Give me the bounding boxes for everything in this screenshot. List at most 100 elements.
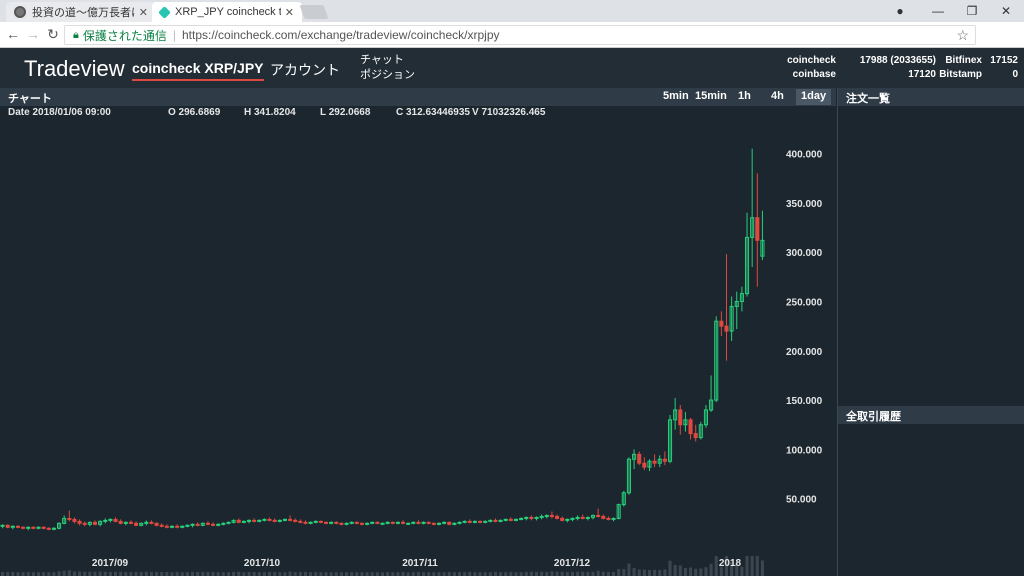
- candle[interactable]: [359, 522, 365, 526]
- new-tab-button[interactable]: [299, 5, 329, 19]
- pair-selector[interactable]: coincheck XRP/JPY: [132, 60, 264, 81]
- reload-icon[interactable]: ↻: [47, 26, 59, 42]
- candle[interactable]: [241, 520, 246, 524]
- candle[interactable]: [498, 519, 503, 523]
- candle[interactable]: [262, 518, 267, 522]
- candle[interactable]: [72, 517, 77, 524]
- candle[interactable]: [257, 519, 262, 523]
- candle[interactable]: [349, 521, 354, 525]
- candle[interactable]: [452, 522, 457, 526]
- candle[interactable]: [642, 457, 647, 471]
- candle[interactable]: [293, 518, 298, 523]
- candle[interactable]: [493, 518, 498, 523]
- close-icon[interactable]: ✕: [138, 6, 148, 19]
- candle[interactable]: [87, 521, 92, 527]
- candle[interactable]: [611, 517, 616, 522]
- candle[interactable]: [308, 521, 313, 525]
- candle[interactable]: [626, 457, 631, 495]
- candle[interactable]: [529, 515, 534, 521]
- candle[interactable]: [149, 520, 154, 525]
- candle[interactable]: [5, 524, 10, 529]
- candle[interactable]: [539, 514, 544, 520]
- timeframe-1h[interactable]: 1h: [738, 90, 751, 102]
- position-link[interactable]: ポジション: [360, 69, 415, 81]
- candle[interactable]: [662, 451, 667, 466]
- omnibox[interactable]: 🔒︎ 保護された通信 | https://coincheck.com/excha…: [64, 25, 976, 45]
- bookmark-star-icon[interactable]: ☆: [956, 26, 969, 43]
- candle[interactable]: [457, 521, 462, 525]
- candle[interactable]: [601, 514, 606, 520]
- candle[interactable]: [698, 421, 703, 440]
- candle[interactable]: [164, 524, 169, 529]
- candle[interactable]: [678, 405, 683, 435]
- candle[interactable]: [108, 518, 113, 523]
- url-text[interactable]: https://coincheck.com/exchange/tradeview…: [182, 28, 500, 42]
- candle[interactable]: [365, 522, 370, 526]
- candle[interactable]: [380, 522, 385, 525]
- candle[interactable]: [513, 518, 519, 522]
- candle[interactable]: [334, 521, 339, 525]
- candle[interactable]: [667, 414, 673, 464]
- candle[interactable]: [123, 521, 128, 526]
- candle[interactable]: [462, 520, 467, 524]
- candle[interactable]: [657, 455, 662, 468]
- candle[interactable]: [51, 527, 56, 531]
- timeframe-5min[interactable]: 5min: [663, 90, 689, 102]
- candle[interactable]: [267, 517, 272, 522]
- candle[interactable]: [288, 515, 293, 522]
- brand-logo[interactable]: Tradeview: [24, 56, 125, 81]
- candle[interactable]: [724, 254, 729, 361]
- candle[interactable]: [236, 518, 241, 524]
- minimize-icon[interactable]: —: [932, 4, 944, 18]
- candle[interactable]: [565, 518, 570, 523]
- candle[interactable]: [385, 521, 390, 525]
- candle[interactable]: [195, 522, 200, 527]
- candle[interactable]: [82, 521, 87, 527]
- candle[interactable]: [246, 519, 252, 524]
- candle[interactable]: [483, 520, 488, 524]
- candle[interactable]: [714, 316, 719, 403]
- candle[interactable]: [252, 518, 257, 523]
- candle[interactable]: [555, 514, 560, 520]
- candle[interactable]: [524, 516, 529, 521]
- candle[interactable]: [744, 212, 750, 297]
- candle[interactable]: [406, 522, 411, 525]
- forward-icon[interactable]: →: [26, 26, 40, 42]
- candle[interactable]: [57, 522, 62, 530]
- candle[interactable]: [375, 521, 380, 525]
- candle[interactable]: [185, 524, 190, 528]
- candle[interactable]: [709, 375, 714, 412]
- candle[interactable]: [103, 518, 108, 524]
- candle[interactable]: [519, 517, 524, 521]
- candle[interactable]: [411, 521, 416, 525]
- timeframe-1day[interactable]: 1day: [796, 89, 832, 105]
- candle[interactable]: [226, 521, 231, 525]
- candle[interactable]: [329, 521, 334, 525]
- browser-tab-active[interactable]: XRP_JPY coincheck trade ✕: [152, 2, 302, 22]
- candle[interactable]: [175, 524, 180, 529]
- candle[interactable]: [313, 520, 318, 524]
- candle[interactable]: [21, 526, 26, 530]
- chat-link[interactable]: チャット: [360, 54, 404, 66]
- candle[interactable]: [67, 510, 72, 522]
- candle[interactable]: [46, 527, 51, 531]
- timeframe-15min[interactable]: 15min: [695, 90, 727, 102]
- candle[interactable]: [41, 526, 46, 530]
- candle[interactable]: [169, 525, 175, 529]
- candle[interactable]: [575, 515, 580, 521]
- candle[interactable]: [10, 525, 15, 530]
- candle[interactable]: [272, 518, 277, 523]
- candle[interactable]: [77, 519, 82, 526]
- candle[interactable]: [647, 459, 652, 472]
- candle[interactable]: [683, 411, 688, 432]
- candle[interactable]: [211, 522, 216, 527]
- candle[interactable]: [621, 490, 626, 507]
- candle[interactable]: [118, 519, 123, 525]
- candle[interactable]: [478, 520, 483, 524]
- candle[interactable]: [395, 521, 400, 525]
- account-link[interactable]: アカウント: [270, 62, 340, 78]
- candle[interactable]: [303, 520, 308, 525]
- candle[interactable]: [298, 519, 303, 524]
- candle[interactable]: [442, 521, 447, 525]
- candle[interactable]: [354, 521, 359, 525]
